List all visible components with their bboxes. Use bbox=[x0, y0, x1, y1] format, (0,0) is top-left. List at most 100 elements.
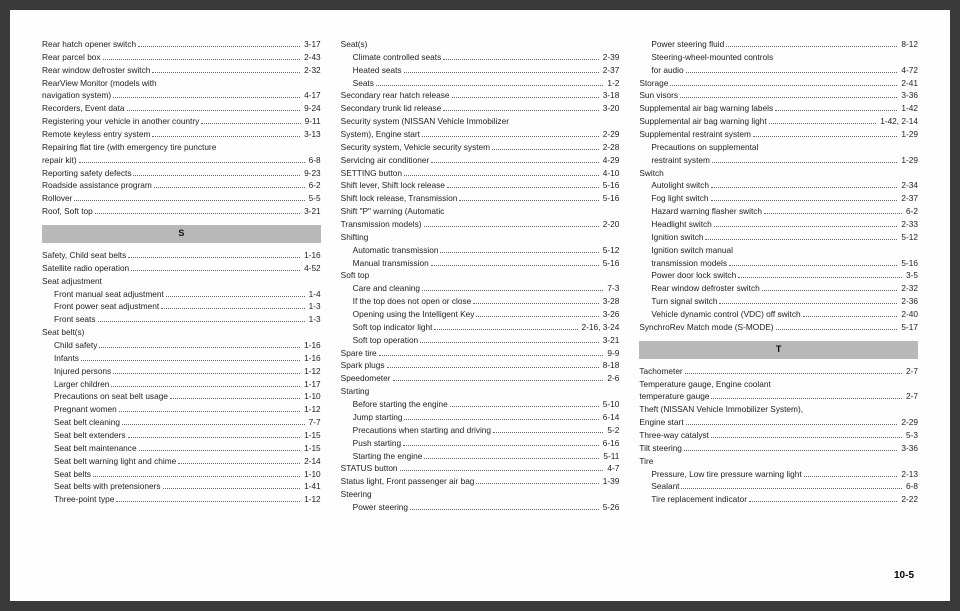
index-entry-label: Seat belts bbox=[54, 468, 91, 481]
index-entry-page: 5-12 bbox=[601, 244, 620, 257]
index-subheading: Temperature gauge, Engine coolant bbox=[639, 378, 918, 391]
index-entry-page: 2-37 bbox=[601, 64, 620, 77]
index-entry-page: 6-2 bbox=[904, 205, 918, 218]
index-entry-label: Push starting bbox=[353, 437, 401, 450]
index-entry-page: 5-16 bbox=[899, 257, 918, 270]
leader-dots bbox=[404, 419, 598, 420]
index-subheading: Repairing flat tire (with emergency tire… bbox=[42, 141, 321, 154]
index-entry-label: Larger children bbox=[54, 378, 109, 391]
index-entry-label: Status light, Front passenger air bag bbox=[341, 475, 475, 488]
index-entry-page: 1-16 bbox=[302, 249, 321, 262]
index-entry-page: 6-16 bbox=[601, 437, 620, 450]
index-entry: Care and cleaning7-3 bbox=[341, 282, 620, 295]
index-entry-page: 7-7 bbox=[307, 416, 321, 429]
index-entry-page: 2-40 bbox=[899, 308, 918, 321]
index-entry-page: 1-41 bbox=[302, 480, 321, 493]
index-entry-label: Rear hatch opener switch bbox=[42, 38, 136, 51]
leader-dots bbox=[119, 411, 300, 412]
index-entry-label: STATUS button bbox=[341, 462, 398, 475]
index-entry-page: 1-12 bbox=[302, 493, 321, 506]
index-entry-page: 3-26 bbox=[601, 308, 620, 321]
index-subheading: Shifting bbox=[341, 231, 620, 244]
index-entry: Precautions when starting and driving5-2 bbox=[341, 424, 620, 437]
index-entry-page: 2-39 bbox=[601, 51, 620, 64]
index-subheading: Tire bbox=[639, 455, 918, 468]
index-entry-label: Vehicle dynamic control (VDC) off switch bbox=[651, 308, 800, 321]
index-entry-label: Supplemental restraint system bbox=[639, 128, 751, 141]
leader-dots bbox=[113, 373, 300, 374]
index-entry: Seat belts 1-10 bbox=[42, 468, 321, 481]
index-entry-label: Seats bbox=[353, 77, 374, 90]
leader-dots bbox=[680, 97, 897, 98]
index-entry: Rear parcel box2-43 bbox=[42, 51, 321, 64]
index-entry-label: Precautions on seat belt usage bbox=[54, 390, 168, 403]
index-entry-label: Opening using the Intelligent Key bbox=[353, 308, 475, 321]
index-entry: Pressure, Low tire pressure warning ligh… bbox=[639, 468, 918, 481]
index-entry-page: 5-16 bbox=[601, 257, 620, 270]
index-subheading: Soft top bbox=[341, 269, 620, 282]
leader-dots bbox=[95, 213, 300, 214]
index-entry-label: Three-point type bbox=[54, 493, 114, 506]
leader-dots bbox=[431, 162, 599, 163]
index-entry-label: Tire replacement indicator bbox=[651, 493, 747, 506]
index-entry-label: Transmission models) bbox=[341, 218, 422, 231]
leader-dots bbox=[79, 162, 305, 163]
index-entry: Infants1-16 bbox=[42, 352, 321, 365]
index-subheading: Seat belt(s) bbox=[42, 326, 321, 339]
index-entry: Security system, Vehicle security system… bbox=[341, 141, 620, 154]
index-entry-page: 2-36 bbox=[899, 295, 918, 308]
leader-dots bbox=[152, 72, 300, 73]
index-entry-page: 3-13 bbox=[302, 128, 321, 141]
index-entry-page: 3-18 bbox=[601, 89, 620, 102]
leader-dots bbox=[443, 110, 599, 111]
index-entry: restraint system1-29 bbox=[639, 154, 918, 167]
index-entry: Seat belts with pretensioners1-41 bbox=[42, 480, 321, 493]
index-entry-label: Seat belt cleaning bbox=[54, 416, 120, 429]
leader-dots bbox=[726, 46, 897, 47]
index-entry-page: 1-10 bbox=[302, 468, 321, 481]
leader-dots bbox=[681, 488, 902, 489]
index-entry: Supplemental air bag warning light1-42, … bbox=[639, 115, 918, 128]
index-entry-page: 5-10 bbox=[601, 398, 620, 411]
index-entry: Storage2-41 bbox=[639, 77, 918, 90]
leader-dots bbox=[131, 270, 300, 271]
index-entry: Seats1-2 bbox=[341, 77, 620, 90]
index-entry: Registering your vehicle in another coun… bbox=[42, 115, 321, 128]
index-entry: Power door lock switch3-5 bbox=[639, 269, 918, 282]
index-entry-page: 2-37 bbox=[899, 192, 918, 205]
index-entry-page: 3-28 bbox=[601, 295, 620, 308]
section-header: T bbox=[639, 341, 918, 359]
index-entry-page: 1-3 bbox=[307, 313, 321, 326]
leader-dots bbox=[712, 162, 898, 163]
index-entry-label: Soft top operation bbox=[353, 334, 419, 347]
index-entry: Rear window defroster switch2-32 bbox=[42, 64, 321, 77]
index-entry-label: Tachometer bbox=[639, 365, 682, 378]
index-entry: Satellite radio operation4-52 bbox=[42, 262, 321, 275]
index-entry-label: Roadside assistance program bbox=[42, 179, 152, 192]
index-entry: Vehicle dynamic control (VDC) off switch… bbox=[639, 308, 918, 321]
index-entry-page: 1-42, 2-14 bbox=[878, 115, 918, 128]
index-entry-label: Spark plugs bbox=[341, 359, 385, 372]
page-number: 10-5 bbox=[42, 570, 918, 581]
index-entry-label: transmission models bbox=[651, 257, 727, 270]
index-entry: SETTING button4-10 bbox=[341, 167, 620, 180]
index-entry-page: 5-12 bbox=[899, 231, 918, 244]
leader-dots bbox=[803, 316, 898, 317]
index-entry-label: Infants bbox=[54, 352, 79, 365]
index-entry-page: 2-20 bbox=[601, 218, 620, 231]
index-entry-page: 3-17 bbox=[302, 38, 321, 51]
index-entry: Power steering fluid8-12 bbox=[639, 38, 918, 51]
leader-dots bbox=[476, 483, 598, 484]
index-entry: STATUS button4-7 bbox=[341, 462, 620, 475]
index-entry: Child safety1-16 bbox=[42, 339, 321, 352]
index-entry: Heated seats2-37 bbox=[341, 64, 620, 77]
index-entry: Seat belt warning light and chime2-14 bbox=[42, 455, 321, 468]
index-subheading: Seat adjustment bbox=[42, 275, 321, 288]
leader-dots bbox=[452, 97, 599, 98]
index-entry: System), Engine start2-29 bbox=[341, 128, 620, 141]
index-entry-page: 2-33 bbox=[899, 218, 918, 231]
leader-dots bbox=[762, 290, 898, 291]
index-entry-label: System), Engine start bbox=[341, 128, 420, 141]
index-entry-label: Hazard warning flasher switch bbox=[651, 205, 762, 218]
index-entry-label: Roof, Soft top bbox=[42, 205, 93, 218]
